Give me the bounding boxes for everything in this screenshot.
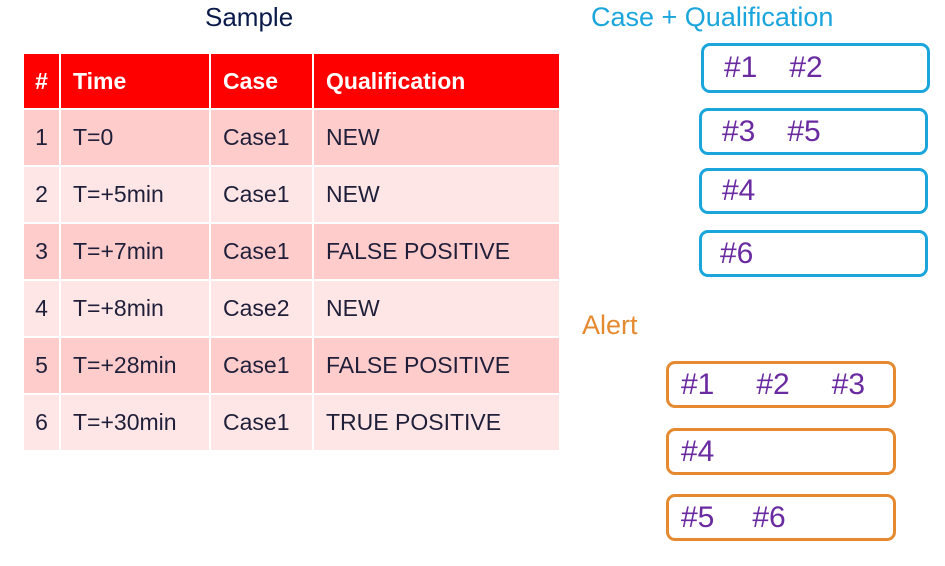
group-id: #3 <box>722 114 756 148</box>
cell-case: Case1 <box>209 165 314 224</box>
cell-qualification: FALSE POSITIVE <box>312 222 561 281</box>
cell-qualification: NEW <box>312 165 561 224</box>
alert-group: #4 <box>666 428 896 475</box>
header-number: # <box>22 52 61 110</box>
header-case: Case <box>209 52 314 110</box>
cell-time: T=0 <box>59 108 211 167</box>
group-id: #1 <box>681 367 715 401</box>
case-qualification-group: #3 #5 <box>699 108 928 155</box>
sample-table: # Time Case Qualification 1 T=0 Case1 NE… <box>22 52 561 452</box>
case-qualification-group: #4 <box>699 168 928 214</box>
cell-case: Case1 <box>209 108 314 167</box>
table-header-row: # Time Case Qualification <box>22 52 561 110</box>
group-id: #6 <box>720 236 754 270</box>
table-row: 4 T=+8min Case2 NEW <box>22 279 561 338</box>
group-id: #5 <box>681 500 715 534</box>
table-row: 3 T=+7min Case1 FALSE POSITIVE <box>22 222 561 281</box>
group-id: #6 <box>752 500 786 534</box>
cell-time: T=+5min <box>59 165 211 224</box>
cell-number: 4 <box>22 279 61 338</box>
cell-number: 3 <box>22 222 61 281</box>
cell-number: 2 <box>22 165 61 224</box>
cell-number: 1 <box>22 108 61 167</box>
cell-qualification: NEW <box>312 108 561 167</box>
cell-case: Case1 <box>209 393 314 452</box>
table-row: 1 T=0 Case1 NEW <box>22 108 561 167</box>
cell-qualification: NEW <box>312 279 561 338</box>
alert-group: #5 #6 <box>666 494 896 541</box>
group-id: #2 <box>756 367 790 401</box>
cell-time: T=+30min <box>59 393 211 452</box>
table-row: 2 T=+5min Case1 NEW <box>22 165 561 224</box>
cell-time: T=+28min <box>59 336 211 395</box>
case-qualification-group: #6 <box>699 230 928 277</box>
cell-case: Case1 <box>209 222 314 281</box>
alert-title: Alert <box>582 310 638 340</box>
table-row: 5 T=+28min Case1 FALSE POSITIVE <box>22 336 561 395</box>
group-id: #4 <box>722 174 756 207</box>
group-id: #1 <box>724 51 758 84</box>
group-id: #3 <box>831 367 866 401</box>
group-id: #4 <box>681 434 715 468</box>
cell-qualification: FALSE POSITIVE <box>312 336 561 395</box>
cell-qualification: TRUE POSITIVE <box>312 393 561 452</box>
cell-number: 5 <box>22 336 61 395</box>
cell-time: T=+8min <box>59 279 211 338</box>
case-qualification-title: Case + Qualification <box>591 2 834 32</box>
alert-group: #1 #2 #3 <box>666 361 896 408</box>
table-row: 6 T=+30min Case1 TRUE POSITIVE <box>22 393 561 452</box>
group-id: #5 <box>787 114 821 148</box>
header-qualification: Qualification <box>312 52 561 110</box>
cell-case: Case1 <box>209 336 314 395</box>
cell-time: T=+7min <box>59 222 211 281</box>
case-qualification-group: #1 #2 <box>701 43 930 93</box>
sample-title: Sample <box>205 2 294 32</box>
group-id: #2 <box>789 51 823 84</box>
cell-case: Case2 <box>209 279 314 338</box>
header-time: Time <box>59 52 211 110</box>
cell-number: 6 <box>22 393 61 452</box>
